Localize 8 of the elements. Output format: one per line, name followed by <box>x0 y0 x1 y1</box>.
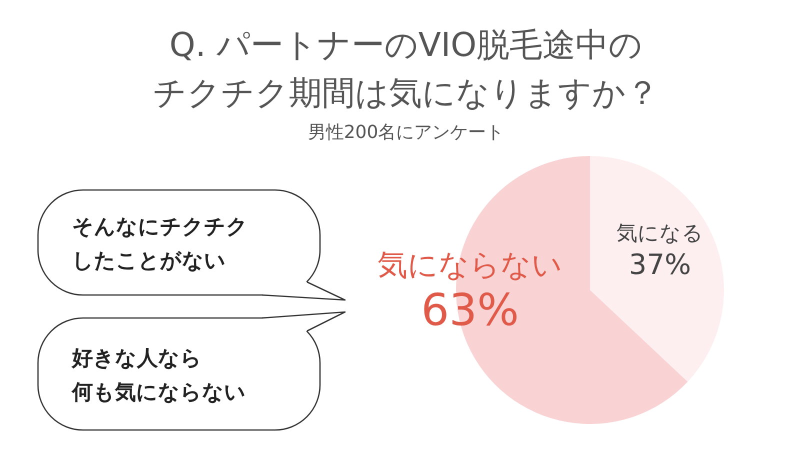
data-label: 63% <box>421 285 519 336</box>
text: 好きな人なら何も気にならない <box>71 346 246 404</box>
chart-subtitle: 男性200名にアンケート <box>308 122 504 143</box>
data-label: 37% <box>628 248 692 281</box>
chart-title: Q. パートナーのVIO脱毛途中のチクチク期間は気になりますか？ <box>153 25 659 112</box>
text: そんなにチクチクしたことがない <box>72 214 248 272</box>
slice-label: 気になる <box>616 221 704 245</box>
slice-label: 気にならない <box>378 248 562 283</box>
